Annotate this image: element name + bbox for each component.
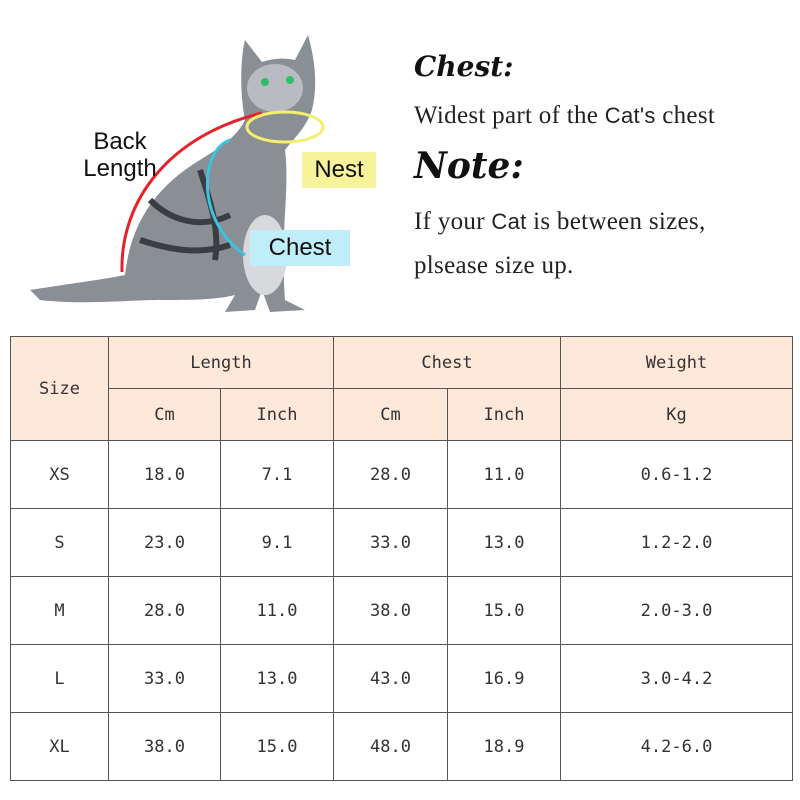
table-cell: 13.0 bbox=[220, 644, 334, 713]
table-row: XL 38.0 15.0 48.0 18.9 4.2-6.0 bbox=[10, 712, 793, 781]
text: Widest part of the bbox=[414, 102, 605, 129]
table-cell: 38.0 bbox=[108, 712, 221, 781]
table-cell: S bbox=[10, 508, 109, 577]
text: Cat bbox=[491, 209, 527, 234]
nest-label: Nest bbox=[302, 152, 376, 188]
header-weight: Weight bbox=[560, 336, 793, 389]
table-cell: 18.9 bbox=[447, 712, 561, 781]
back-length-line bbox=[120, 111, 263, 273]
header-length: Length bbox=[108, 336, 334, 389]
table-cell: 9.1 bbox=[220, 508, 334, 577]
table-row: XS 18.0 7.1 28.0 11.0 0.6-1.2 bbox=[10, 440, 793, 509]
chest-line bbox=[205, 138, 246, 257]
table-cell: 11.0 bbox=[447, 440, 561, 509]
text: If your bbox=[414, 208, 492, 235]
table-cell: 11.0 bbox=[220, 576, 334, 645]
unit-header: Cm bbox=[108, 388, 221, 441]
note-line2: plsease size up. bbox=[414, 252, 574, 279]
table-cell: 28.0 bbox=[108, 576, 221, 645]
chest-heading: Chest: bbox=[414, 50, 514, 83]
table-cell: 18.0 bbox=[108, 440, 221, 509]
chest-description: Widest part of the Cat's chest bbox=[414, 102, 715, 130]
table-row: S 23.0 9.1 33.0 13.0 1.2-2.0 bbox=[10, 508, 793, 577]
table-cell: 23.0 bbox=[108, 508, 221, 577]
chest-label: Chest bbox=[250, 230, 350, 266]
table-cell: 1.2-2.0 bbox=[560, 508, 793, 577]
unit-header: Inch bbox=[447, 388, 561, 441]
table-row: L 33.0 13.0 43.0 16.9 3.0-4.2 bbox=[10, 644, 793, 713]
table-cell: 38.0 bbox=[333, 576, 448, 645]
table-cell: 28.0 bbox=[333, 440, 448, 509]
text: is between sizes, bbox=[526, 208, 706, 235]
note-line1: If your Cat is between sizes, bbox=[414, 208, 706, 236]
header-chest: Chest bbox=[333, 336, 561, 389]
size-table: Size Length Chest Weight Cm Inch Cm Inch… bbox=[10, 336, 793, 781]
table-cell: 3.0-4.2 bbox=[560, 644, 793, 713]
table-cell: 15.0 bbox=[447, 576, 561, 645]
table-cell: 13.0 bbox=[447, 508, 561, 577]
back-label-line1: Back bbox=[93, 128, 147, 155]
text: chest bbox=[655, 102, 716, 129]
unit-header: Inch bbox=[220, 388, 334, 441]
back-label-line2: Length bbox=[83, 155, 157, 182]
table-cell: 0.6-1.2 bbox=[560, 440, 793, 509]
nest-ring bbox=[245, 110, 325, 144]
table-cell: 33.0 bbox=[333, 508, 448, 577]
table-cell: 43.0 bbox=[333, 644, 448, 713]
table-cell: 7.1 bbox=[220, 440, 334, 509]
table-cell: 33.0 bbox=[108, 644, 221, 713]
text: Cat's bbox=[604, 103, 656, 128]
unit-header: Kg bbox=[560, 388, 793, 441]
note-heading: Note: bbox=[414, 145, 524, 187]
table-cell: L bbox=[10, 644, 109, 713]
header-size: Size bbox=[10, 336, 109, 441]
table-cell: 16.9 bbox=[447, 644, 561, 713]
table-row: M 28.0 11.0 38.0 15.0 2.0-3.0 bbox=[10, 576, 793, 645]
table-cell: M bbox=[10, 576, 109, 645]
table-cell: 48.0 bbox=[333, 712, 448, 781]
table-cell: 4.2-6.0 bbox=[560, 712, 793, 781]
back-length-label: Back Length bbox=[70, 128, 170, 182]
table-cell: XS bbox=[10, 440, 109, 509]
table-cell: XL bbox=[10, 712, 109, 781]
table-cell: 2.0-3.0 bbox=[560, 576, 793, 645]
table-cell: 15.0 bbox=[220, 712, 334, 781]
cat-illustration bbox=[30, 35, 325, 312]
unit-header: Cm bbox=[333, 388, 448, 441]
